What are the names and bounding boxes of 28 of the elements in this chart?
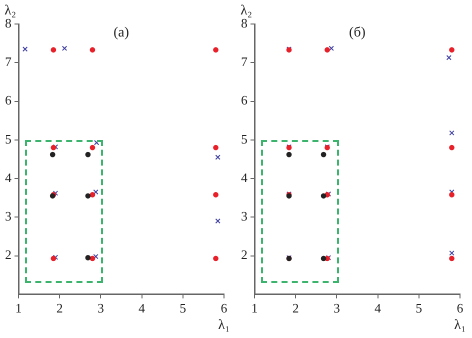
x-tick-label: 5 (416, 300, 422, 316)
x-tick-label: 3 (333, 300, 340, 316)
y-tick-label: 6 (5, 92, 12, 108)
x-axis-title: λ₁ (454, 318, 466, 334)
y-tick-label: 2 (5, 247, 12, 262)
y-tick-label: 7 (241, 54, 248, 70)
y-tick-label: 4 (241, 170, 248, 185)
x-tick-label: 2 (56, 300, 63, 316)
x-tick-label: 3 (97, 300, 104, 316)
x-tick-label: 4 (138, 300, 146, 316)
y-tick-label: 6 (241, 92, 248, 108)
y-tick-label: 2 (241, 247, 248, 262)
x-tick-label: 4 (374, 300, 382, 316)
y-tick-label: 5 (241, 131, 248, 146)
x-tick-label: 1 (251, 300, 258, 316)
chart-title: (а) (113, 26, 130, 41)
y-tick-label: 5 (5, 131, 12, 146)
x-tick-label: 2 (292, 300, 299, 316)
chart-title: (б) (349, 26, 366, 41)
x-tick-label: 5 (180, 300, 186, 316)
y-tick-label: 7 (5, 54, 12, 70)
x-tick-label: 6 (456, 300, 464, 316)
y-tick-label: 4 (5, 170, 12, 185)
y-tick-label: 3 (5, 208, 12, 224)
y-tick-label: 3 (241, 208, 248, 224)
x-tick-label: 6 (220, 300, 228, 316)
x-tick-label: 1 (15, 300, 22, 316)
x-axis-title: λ₁ (218, 318, 230, 334)
